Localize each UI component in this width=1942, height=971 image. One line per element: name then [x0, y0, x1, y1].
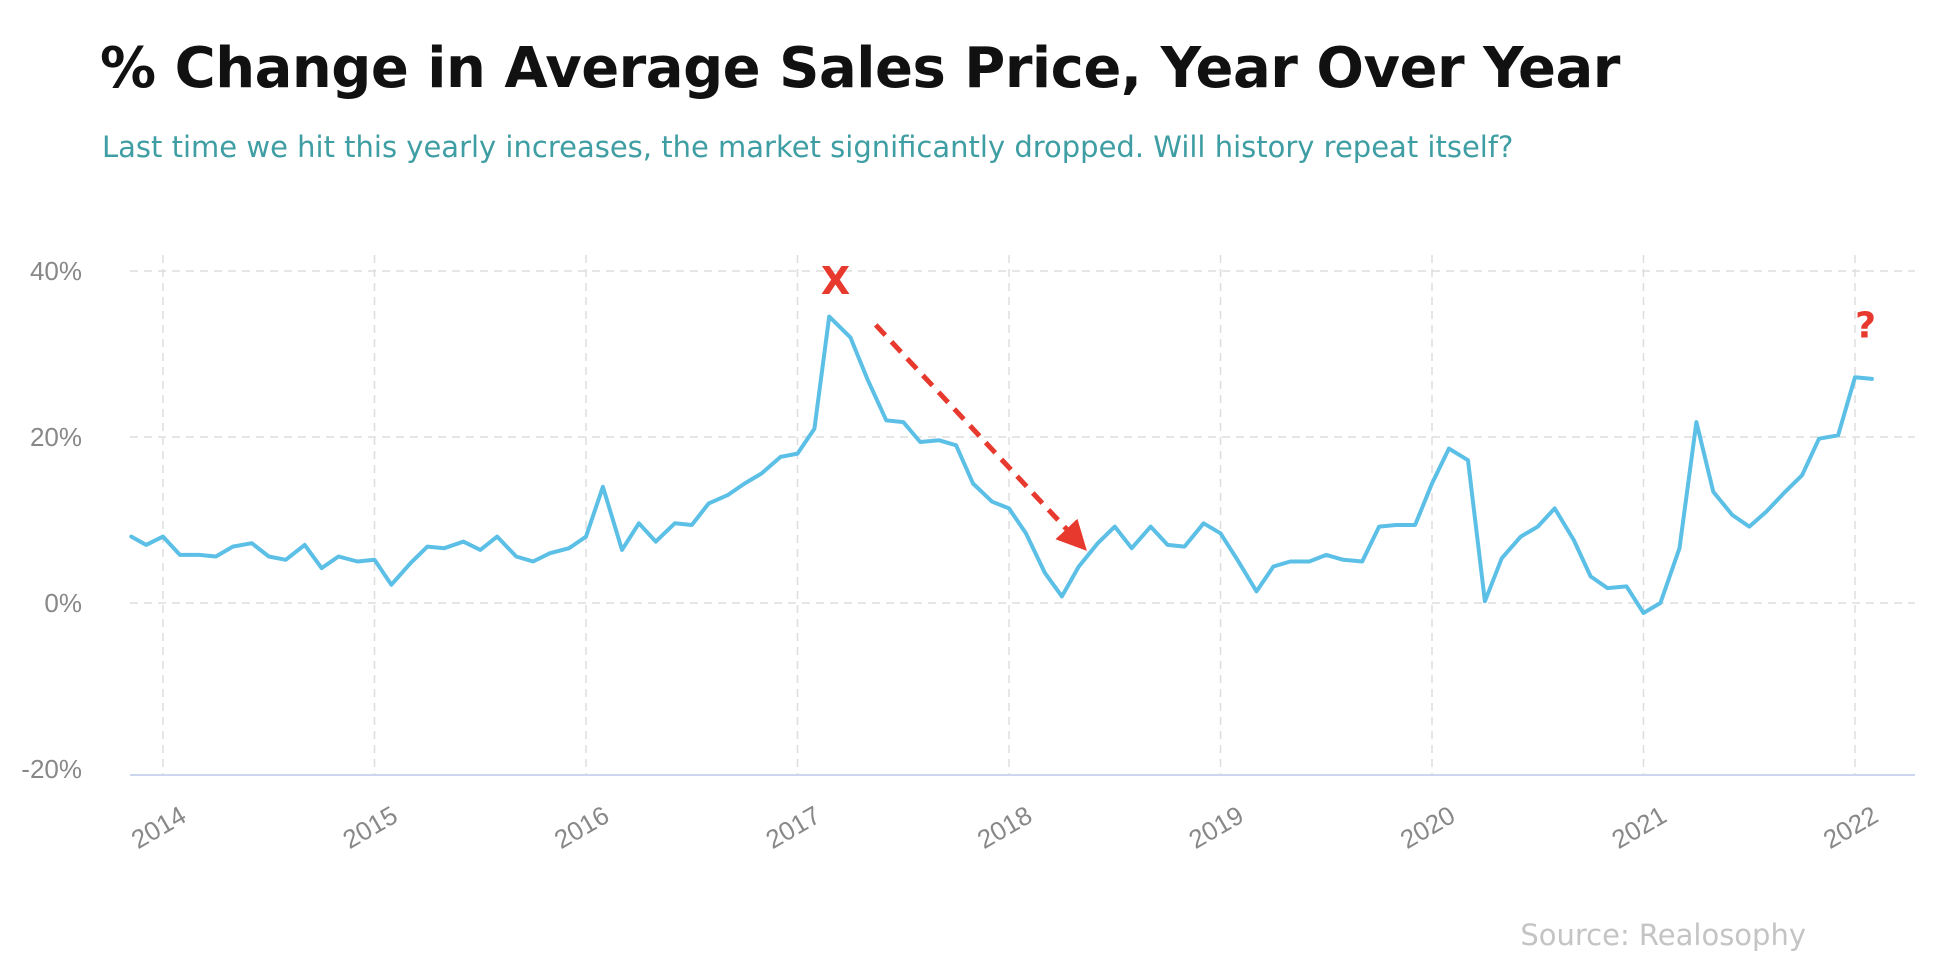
- annotation-arrow: [873, 323, 1087, 551]
- x-axis-labels: 2014 2015 2016 2017 2018 2019 2020 2021 2022: [126, 800, 1883, 855]
- x-tick-label: 2014: [126, 800, 191, 855]
- x-tick-label: 2018: [972, 800, 1037, 855]
- y-tick-label: 40%: [30, 256, 82, 286]
- y-tick-label: 20%: [30, 422, 82, 452]
- x-tick-label: 2019: [1183, 800, 1248, 855]
- source-note: Source: Realosophy: [1520, 918, 1806, 952]
- y-tick-label: -20%: [21, 754, 82, 784]
- y-tick-label: 0%: [44, 588, 82, 618]
- x-tick-label: 2021: [1606, 800, 1671, 855]
- x-tick-label: 2020: [1395, 800, 1460, 855]
- annotation-question-mark: ?: [1855, 305, 1876, 346]
- chart-title: % Change in Average Sales Price, Year Ov…: [100, 36, 1620, 101]
- x-tick-label: 2022: [1818, 800, 1883, 855]
- annotations: X?: [821, 259, 1876, 551]
- grid: [130, 255, 1915, 775]
- annotation-x-marker: X: [821, 259, 850, 303]
- x-tick-label: 2017: [760, 800, 825, 855]
- x-tick-label: 2016: [549, 800, 614, 855]
- series-line: [129, 314, 1874, 615]
- x-tick-label: 2015: [337, 800, 402, 855]
- y-axis: 40% 20% 0% -20%: [21, 256, 82, 784]
- chart-subtitle: Last time we hit this yearly increases, …: [102, 130, 1514, 164]
